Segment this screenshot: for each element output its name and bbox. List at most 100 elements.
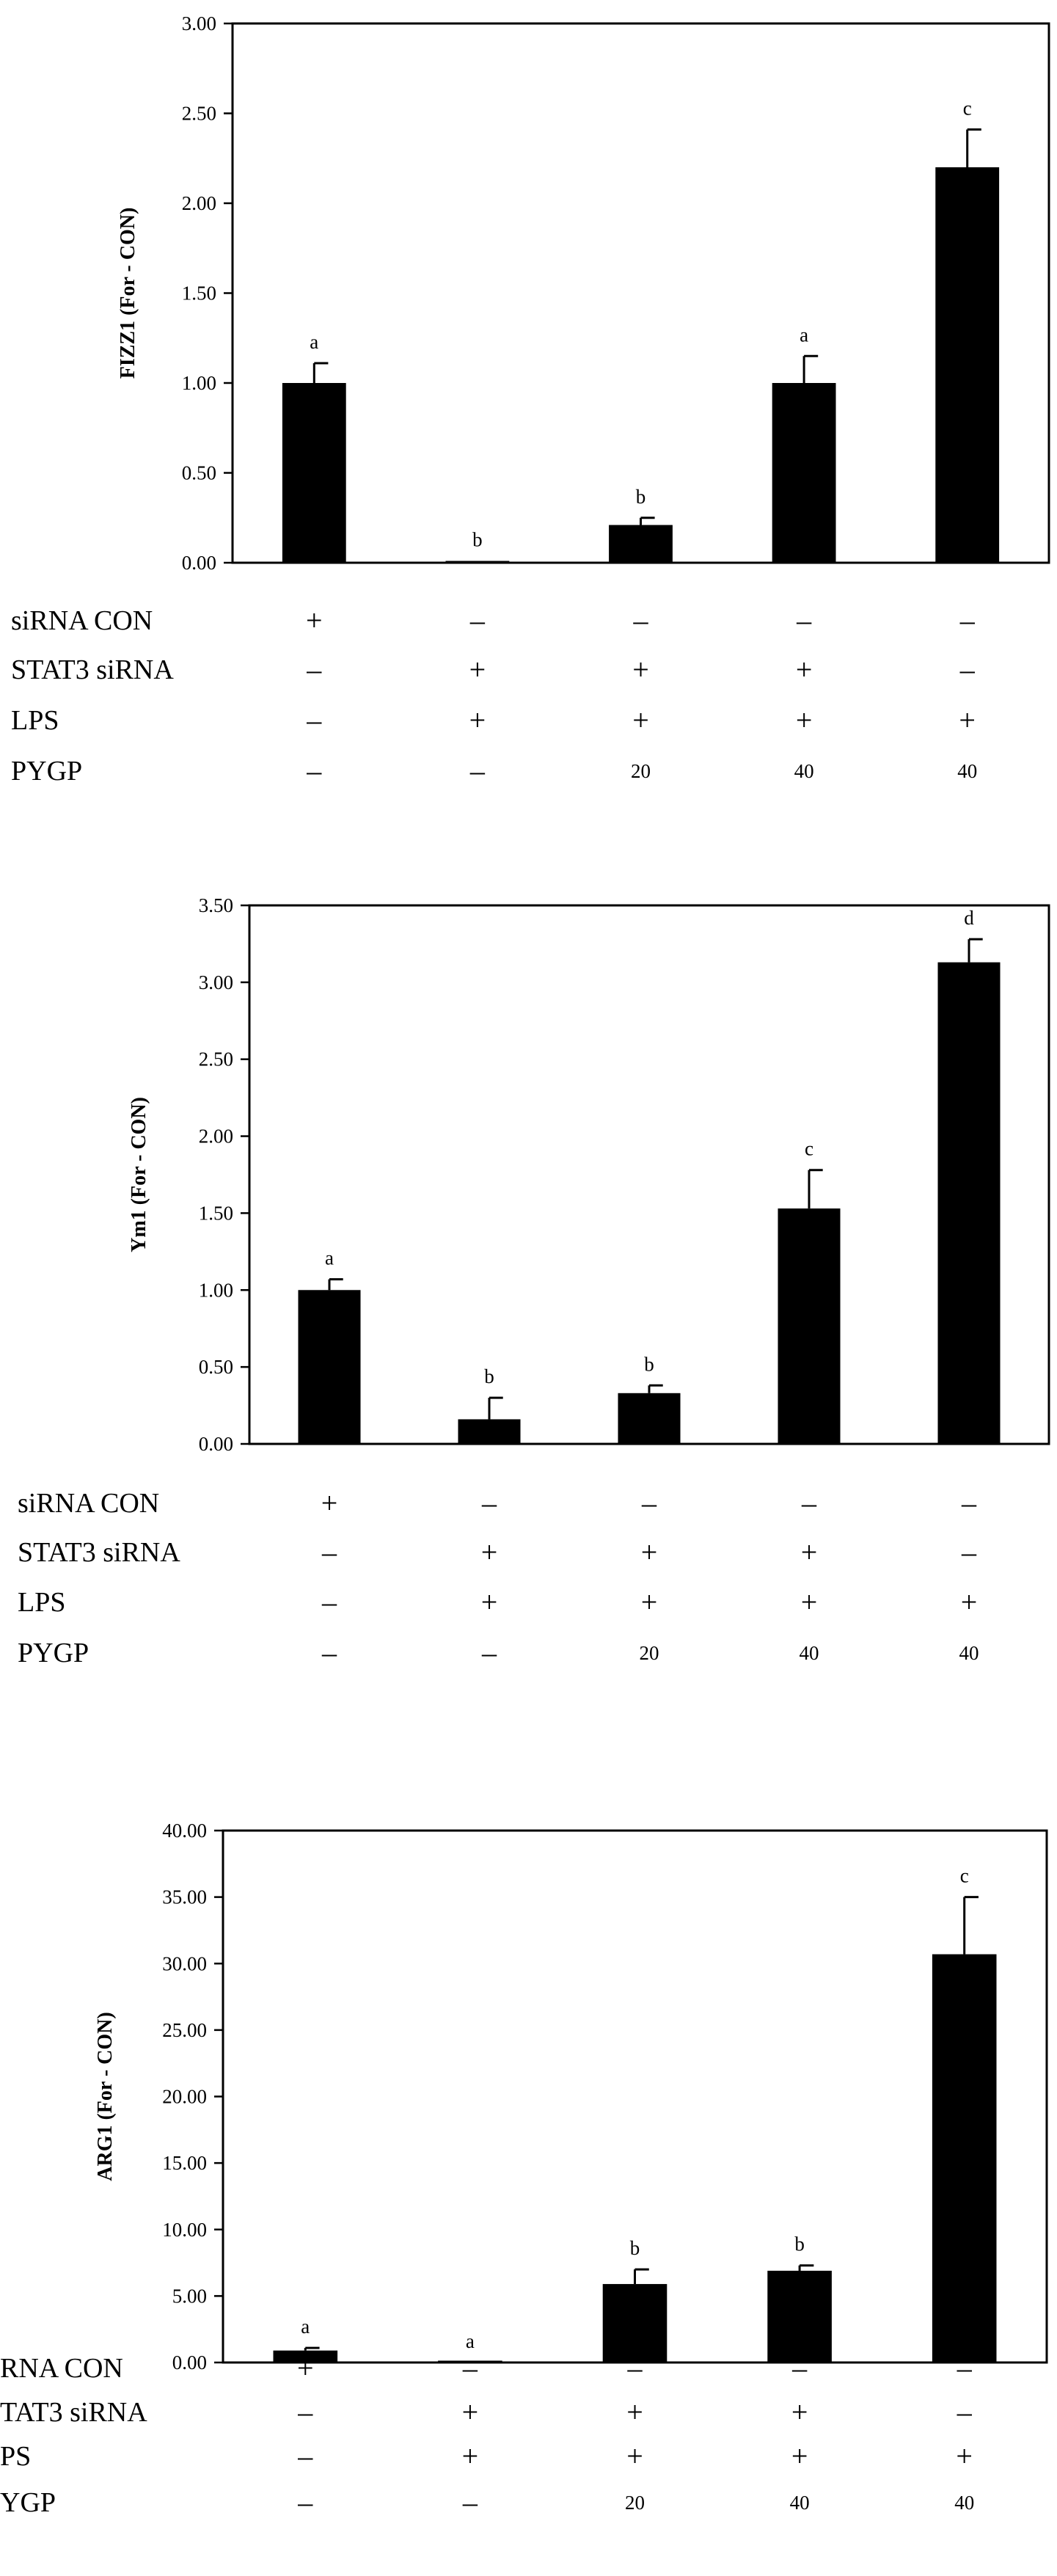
significance-letter: a xyxy=(325,1247,334,1269)
bar xyxy=(445,561,510,563)
condition-row-label: LPS xyxy=(18,1587,65,1618)
condition-cell: – xyxy=(297,2396,313,2429)
y-tick-label: 15.00 xyxy=(162,2152,207,2174)
condition-cell: – xyxy=(297,2440,313,2473)
condition-cell: – xyxy=(481,1486,497,1519)
significance-letter: b xyxy=(630,2237,640,2259)
condition-cell: – xyxy=(959,604,976,637)
y-tick-label: 5.00 xyxy=(172,2285,207,2307)
y-tick-label: 0.00 xyxy=(199,1433,233,1455)
condition-cell: – xyxy=(957,2396,973,2429)
y-tick-label: 3.00 xyxy=(199,971,233,993)
condition-cell: – xyxy=(462,2486,478,2519)
condition-row-label: RNA CON xyxy=(0,2353,123,2384)
significance-letter: c xyxy=(963,98,972,120)
condition-row-label: YGP xyxy=(0,2487,56,2518)
condition-cell: + xyxy=(321,1486,338,1519)
significance-letter: a xyxy=(466,2330,475,2352)
condition-cell: 20 xyxy=(631,760,651,782)
condition-cell: + xyxy=(801,1536,818,1569)
condition-cell: 20 xyxy=(640,1642,659,1664)
condition-cell: – xyxy=(633,604,649,637)
condition-cell: – xyxy=(801,1486,817,1519)
condition-cell: – xyxy=(796,604,812,637)
significance-letter: b xyxy=(484,1365,494,1387)
condition-cell: + xyxy=(632,704,649,737)
condition-cell: 20 xyxy=(625,2492,645,2514)
y-tick-label: 30.00 xyxy=(162,1952,207,1974)
y-axis-label: Ym1 (For - CON) xyxy=(128,1097,150,1252)
significance-letter: c xyxy=(960,1865,969,1887)
condition-cell: + xyxy=(796,704,813,737)
condition-cell: 40 xyxy=(959,1642,979,1664)
y-tick-label: 1.00 xyxy=(199,1279,233,1301)
bar xyxy=(609,525,673,563)
y-axis-label: FIZZ1 (For - CON) xyxy=(117,208,139,379)
condition-cell: – xyxy=(306,653,322,686)
y-tick-label: 1.50 xyxy=(182,282,216,304)
condition-cell: – xyxy=(462,2351,478,2385)
significance-letter: b xyxy=(636,486,646,508)
condition-row-label: PYGP xyxy=(18,1638,89,1668)
y-tick-label: 1.50 xyxy=(199,1202,233,1224)
condition-cell: – xyxy=(959,653,976,686)
y-tick-label: 20.00 xyxy=(162,2086,207,2108)
bar xyxy=(438,2360,502,2362)
plot-frame xyxy=(231,22,1050,564)
condition-cell: – xyxy=(306,754,322,787)
condition-row-label: PS xyxy=(0,2441,31,2472)
y-tick-label: 35.00 xyxy=(162,1886,207,1908)
condition-cell: 40 xyxy=(954,2492,974,2514)
condition-cell: – xyxy=(791,2351,808,2385)
condition-cell: + xyxy=(961,1586,978,1619)
condition-cell: 40 xyxy=(794,760,814,782)
condition-cell: – xyxy=(469,754,486,787)
condition-row-label: LPS xyxy=(11,705,59,736)
condition-row-label: siRNA CON xyxy=(11,605,153,636)
bar xyxy=(618,1393,681,1444)
significance-letter: a xyxy=(800,324,808,346)
significance-letter: a xyxy=(301,2316,310,2338)
y-tick-label: 3.50 xyxy=(199,894,233,916)
condition-cell: – xyxy=(627,2351,643,2385)
bar xyxy=(937,962,1001,1444)
significance-letter: c xyxy=(805,1138,813,1160)
condition-row-label: STAT3 siRNA xyxy=(18,1537,180,1568)
y-tick-label: 10.00 xyxy=(162,2219,207,2241)
condition-row-label: PYGP xyxy=(11,756,82,787)
condition-cell: + xyxy=(959,704,976,737)
bar xyxy=(767,2270,832,2362)
condition-cell: 40 xyxy=(790,2492,810,2514)
significance-letter: a xyxy=(310,331,318,353)
bar xyxy=(458,1419,521,1444)
y-tick-label: 2.00 xyxy=(199,1125,233,1147)
condition-cell: + xyxy=(791,2440,808,2473)
condition-cell: + xyxy=(469,653,486,686)
condition-cell: + xyxy=(297,2351,314,2385)
condition-row-label: TAT3 siRNA xyxy=(0,2397,147,2428)
condition-cell: + xyxy=(306,604,323,637)
y-tick-label: 3.00 xyxy=(182,12,216,34)
condition-cell: – xyxy=(297,2486,313,2519)
significance-letter: b xyxy=(644,1353,654,1375)
condition-cell: + xyxy=(641,1586,658,1619)
condition-cell: + xyxy=(481,1586,498,1619)
condition-cell: + xyxy=(791,2396,808,2429)
condition-cell: – xyxy=(321,1586,337,1619)
significance-letter: b xyxy=(794,2233,805,2255)
significance-letter: b xyxy=(472,529,483,551)
y-tick-label: 1.00 xyxy=(182,372,216,394)
y-tick-label: 40.00 xyxy=(162,1820,207,1842)
y-tick-label: 2.00 xyxy=(182,192,216,214)
significance-letter: d xyxy=(964,907,974,929)
y-tick-label: 0.50 xyxy=(182,462,216,484)
condition-cell: + xyxy=(626,2396,643,2429)
condition-cell: – xyxy=(961,1536,977,1569)
condition-row-label: siRNA CON xyxy=(18,1488,159,1519)
y-axis-label: ARG1 (For - CON) xyxy=(94,2012,117,2181)
condition-cell: – xyxy=(641,1486,657,1519)
y-tick-label: 2.50 xyxy=(182,103,216,125)
condition-cell: + xyxy=(462,2396,479,2429)
condition-cell: + xyxy=(641,1536,658,1569)
